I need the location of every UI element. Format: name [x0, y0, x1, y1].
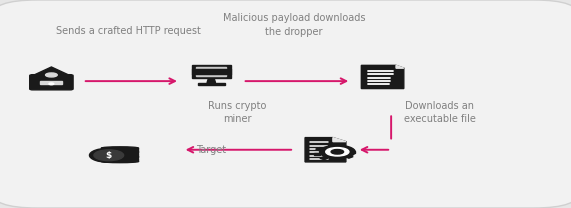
Text: Sends a crafted HTTP request: Sends a crafted HTTP request [56, 26, 201, 36]
Circle shape [320, 145, 355, 158]
Bar [340, 146, 349, 149]
Ellipse shape [102, 155, 138, 158]
Bar [345, 155, 353, 158]
Bar [328, 145, 335, 147]
Polygon shape [198, 83, 225, 85]
Polygon shape [361, 65, 404, 89]
Text: Downloads an
executable file: Downloads an executable file [404, 101, 476, 124]
Ellipse shape [102, 152, 138, 154]
Bar [349, 151, 355, 153]
Bar [314, 153, 320, 155]
Polygon shape [305, 138, 346, 162]
Text: Target: Target [196, 145, 226, 155]
Ellipse shape [46, 73, 57, 77]
Ellipse shape [102, 151, 138, 153]
Text: $: $ [106, 151, 112, 160]
Text: Runs crypto
miner: Runs crypto miner [208, 101, 266, 124]
Polygon shape [192, 69, 231, 70]
Text: Malicious payload downloads
the dropper: Malicious payload downloads the dropper [223, 13, 365, 37]
Polygon shape [102, 153, 138, 157]
Polygon shape [396, 65, 404, 68]
Polygon shape [196, 67, 226, 76]
Polygon shape [41, 81, 62, 84]
Circle shape [326, 147, 349, 156]
Polygon shape [333, 138, 346, 142]
Polygon shape [33, 67, 70, 76]
Bar [316, 148, 324, 151]
Polygon shape [192, 73, 231, 74]
Ellipse shape [102, 160, 138, 163]
Bar [320, 157, 328, 160]
Circle shape [49, 83, 54, 85]
FancyBboxPatch shape [30, 75, 73, 90]
Ellipse shape [102, 156, 138, 159]
Circle shape [331, 150, 344, 154]
Polygon shape [34, 85, 69, 86]
Polygon shape [192, 71, 231, 72]
Bar [335, 158, 340, 160]
Circle shape [94, 150, 124, 161]
Polygon shape [102, 158, 138, 161]
Polygon shape [36, 81, 67, 85]
Ellipse shape [102, 147, 138, 149]
Circle shape [90, 148, 128, 162]
Circle shape [42, 71, 61, 78]
Polygon shape [207, 78, 215, 83]
Polygon shape [192, 65, 231, 78]
Polygon shape [102, 148, 138, 152]
